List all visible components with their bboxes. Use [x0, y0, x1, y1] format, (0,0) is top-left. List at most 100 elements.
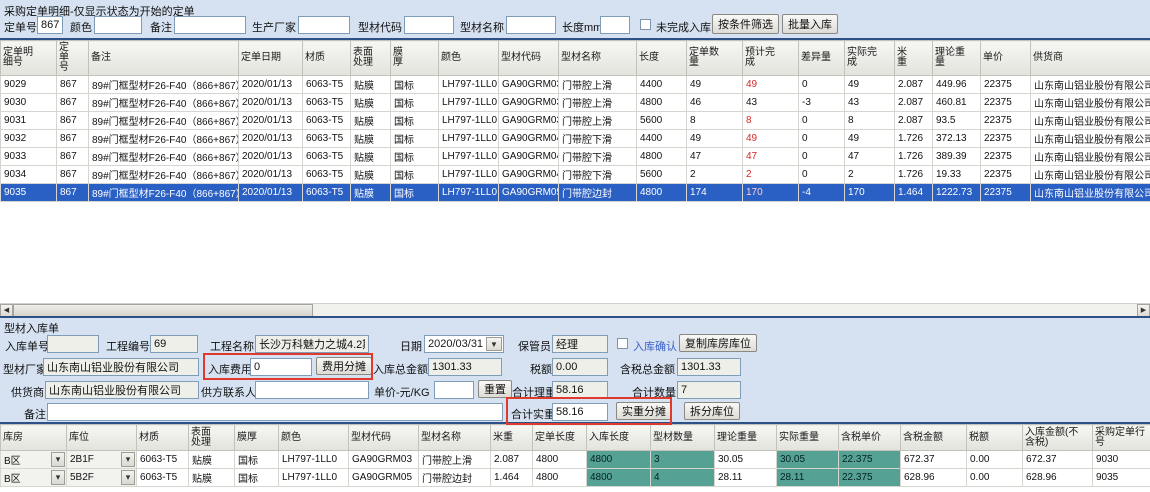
table-row[interactable]: B区 ▾ 2B1F ▾ 6063-T5 贴膜 国标 LH797-1LL0 GA90GRM03 门带…	[0, 450, 1150, 469]
cell[interactable]: 0	[798, 75, 845, 94]
cell[interactable]: 山东南山铝业股份有限公司	[1030, 183, 1150, 202]
dropdown-arrow-icon[interactable]: ▾	[51, 470, 65, 485]
cell[interactable]: 0	[798, 129, 845, 148]
cell[interactable]: 28.11	[776, 468, 839, 487]
cell[interactable]: 867	[56, 111, 89, 130]
cell[interactable]: 867	[56, 183, 89, 202]
inbound-fee-input[interactable]	[250, 358, 312, 376]
table-row[interactable]: 9031 867 89#门框型材F26-F40（866+867） 2020/01/13…	[0, 111, 1150, 130]
unfinished-checkbox[interactable]	[640, 19, 651, 30]
dropdown-arrow-icon[interactable]: ▾	[121, 452, 135, 467]
date-picker[interactable]: 2020/03/31 ▼	[424, 335, 504, 353]
table-row[interactable]: 9029 867 89#门框型材F26-F40（866+867） 2020/01/13…	[0, 75, 1150, 94]
cell[interactable]: 贴膜	[350, 93, 391, 112]
cell[interactable]: 49	[742, 75, 799, 94]
split-location-button[interactable]: 拆分库位	[684, 402, 740, 420]
cell[interactable]: 1.726	[894, 129, 933, 148]
profile-name-filter-input[interactable]	[506, 16, 556, 34]
cell[interactable]: 4	[650, 468, 715, 487]
cell[interactable]: 2	[844, 165, 895, 184]
cell[interactable]: 国标	[390, 165, 439, 184]
cell[interactable]: 9029	[0, 75, 57, 94]
cell[interactable]: 89#门框型材F26-F40（866+867）	[88, 129, 239, 148]
cell[interactable]: 国标	[234, 468, 279, 487]
total-theory-weight-input[interactable]	[552, 381, 608, 399]
cell[interactable]: 22.375	[838, 468, 901, 487]
cell[interactable]: 门带腔下滑	[558, 165, 637, 184]
cell[interactable]: 贴膜	[188, 450, 235, 469]
cell[interactable]: 89#门框型材F26-F40（866+867）	[88, 75, 239, 94]
supplier-contact-input[interactable]	[255, 381, 369, 399]
cell[interactable]: 28.11	[714, 468, 777, 487]
cell[interactable]: LH797-1LL0	[438, 147, 499, 166]
cell[interactable]: 4800	[636, 183, 687, 202]
cell[interactable]: 9030	[0, 93, 57, 112]
cell[interactable]: 2	[686, 165, 743, 184]
total-with-tax-input[interactable]	[677, 358, 741, 376]
cell[interactable]: 867	[56, 93, 89, 112]
cell[interactable]: 门带腔上滑	[558, 75, 637, 94]
cell[interactable]: 6063-T5	[302, 93, 351, 112]
cell[interactable]: LH797-1LL0	[278, 450, 349, 469]
cell[interactable]: 贴膜	[188, 468, 235, 487]
cell[interactable]: 贴膜	[350, 165, 391, 184]
cell[interactable]: 0	[798, 147, 845, 166]
cell[interactable]: 贴膜	[350, 129, 391, 148]
cell[interactable]: 8	[686, 111, 743, 130]
horizontal-scrollbar[interactable]: ◀ ▶	[0, 303, 1150, 317]
cell[interactable]: 门带腔下滑	[558, 147, 637, 166]
cell[interactable]: 4800	[586, 450, 651, 469]
cell[interactable]: 2020/01/13	[238, 75, 303, 94]
cell[interactable]: 门带腔上滑	[558, 111, 637, 130]
cell[interactable]: 门带腔上滑	[418, 450, 491, 469]
table-row[interactable]: 9033 867 89#门框型材F26-F40（866+867） 2020/01/13…	[0, 147, 1150, 166]
cell[interactable]: 22375	[980, 147, 1031, 166]
copy-location-button[interactable]: 复制库房库位	[679, 334, 757, 352]
cell[interactable]: B区 ▾	[0, 450, 67, 469]
cell[interactable]: 9031	[0, 111, 57, 130]
cell[interactable]: 0	[798, 111, 845, 130]
cell[interactable]: 4800	[586, 468, 651, 487]
reset-button[interactable]: 重置	[478, 380, 512, 398]
cell[interactable]: 8	[844, 111, 895, 130]
cell[interactable]: LH797-1LL0	[438, 129, 499, 148]
cell[interactable]: 49	[844, 75, 895, 94]
cell[interactable]: 867	[56, 147, 89, 166]
cell[interactable]: LH797-1LL0	[278, 468, 349, 487]
cell[interactable]: 672.37	[1022, 450, 1093, 469]
cell[interactable]: LH797-1LL0	[438, 183, 499, 202]
project-no-input[interactable]	[150, 335, 198, 353]
factory-input[interactable]	[43, 358, 199, 376]
cell[interactable]: 93.5	[932, 111, 981, 130]
cell[interactable]: 2	[742, 165, 799, 184]
fee-share-button[interactable]: 费用分摊	[316, 357, 372, 375]
cell[interactable]: GA90GRM03	[348, 450, 419, 469]
cell[interactable]: 0.00	[966, 450, 1023, 469]
cell[interactable]: -4	[798, 183, 845, 202]
cell[interactable]: 672.37	[900, 450, 967, 469]
cell[interactable]: 89#门框型材F26-F40（866+867）	[88, 183, 239, 202]
cell[interactable]: 6063-T5	[302, 183, 351, 202]
total-amount-input[interactable]	[428, 358, 502, 376]
cell[interactable]: 47	[742, 147, 799, 166]
length-filter-input[interactable]	[600, 16, 630, 34]
cell[interactable]: 449.96	[932, 75, 981, 94]
cell[interactable]: 国标	[390, 75, 439, 94]
cell[interactable]: 6063-T5	[136, 450, 189, 469]
cell[interactable]: 867	[56, 129, 89, 148]
manufacturer-filter-input[interactable]	[298, 16, 350, 34]
cell[interactable]: LH797-1LL0	[438, 93, 499, 112]
cell[interactable]: 门带腔上滑	[558, 93, 637, 112]
supplier-input[interactable]	[45, 381, 199, 399]
cell[interactable]: 9033	[0, 147, 57, 166]
cell[interactable]: LH797-1LL0	[438, 75, 499, 94]
cell[interactable]: 49	[742, 129, 799, 148]
calendar-dropdown-icon[interactable]: ▼	[486, 337, 502, 351]
cell[interactable]: 国标	[390, 93, 439, 112]
project-name-input[interactable]	[255, 335, 369, 353]
cell[interactable]: LH797-1LL0	[438, 165, 499, 184]
cell[interactable]: 1.464	[490, 468, 533, 487]
cell[interactable]: 2020/01/13	[238, 183, 303, 202]
cell[interactable]: 4400	[636, 129, 687, 148]
cell[interactable]: 170	[742, 183, 799, 202]
